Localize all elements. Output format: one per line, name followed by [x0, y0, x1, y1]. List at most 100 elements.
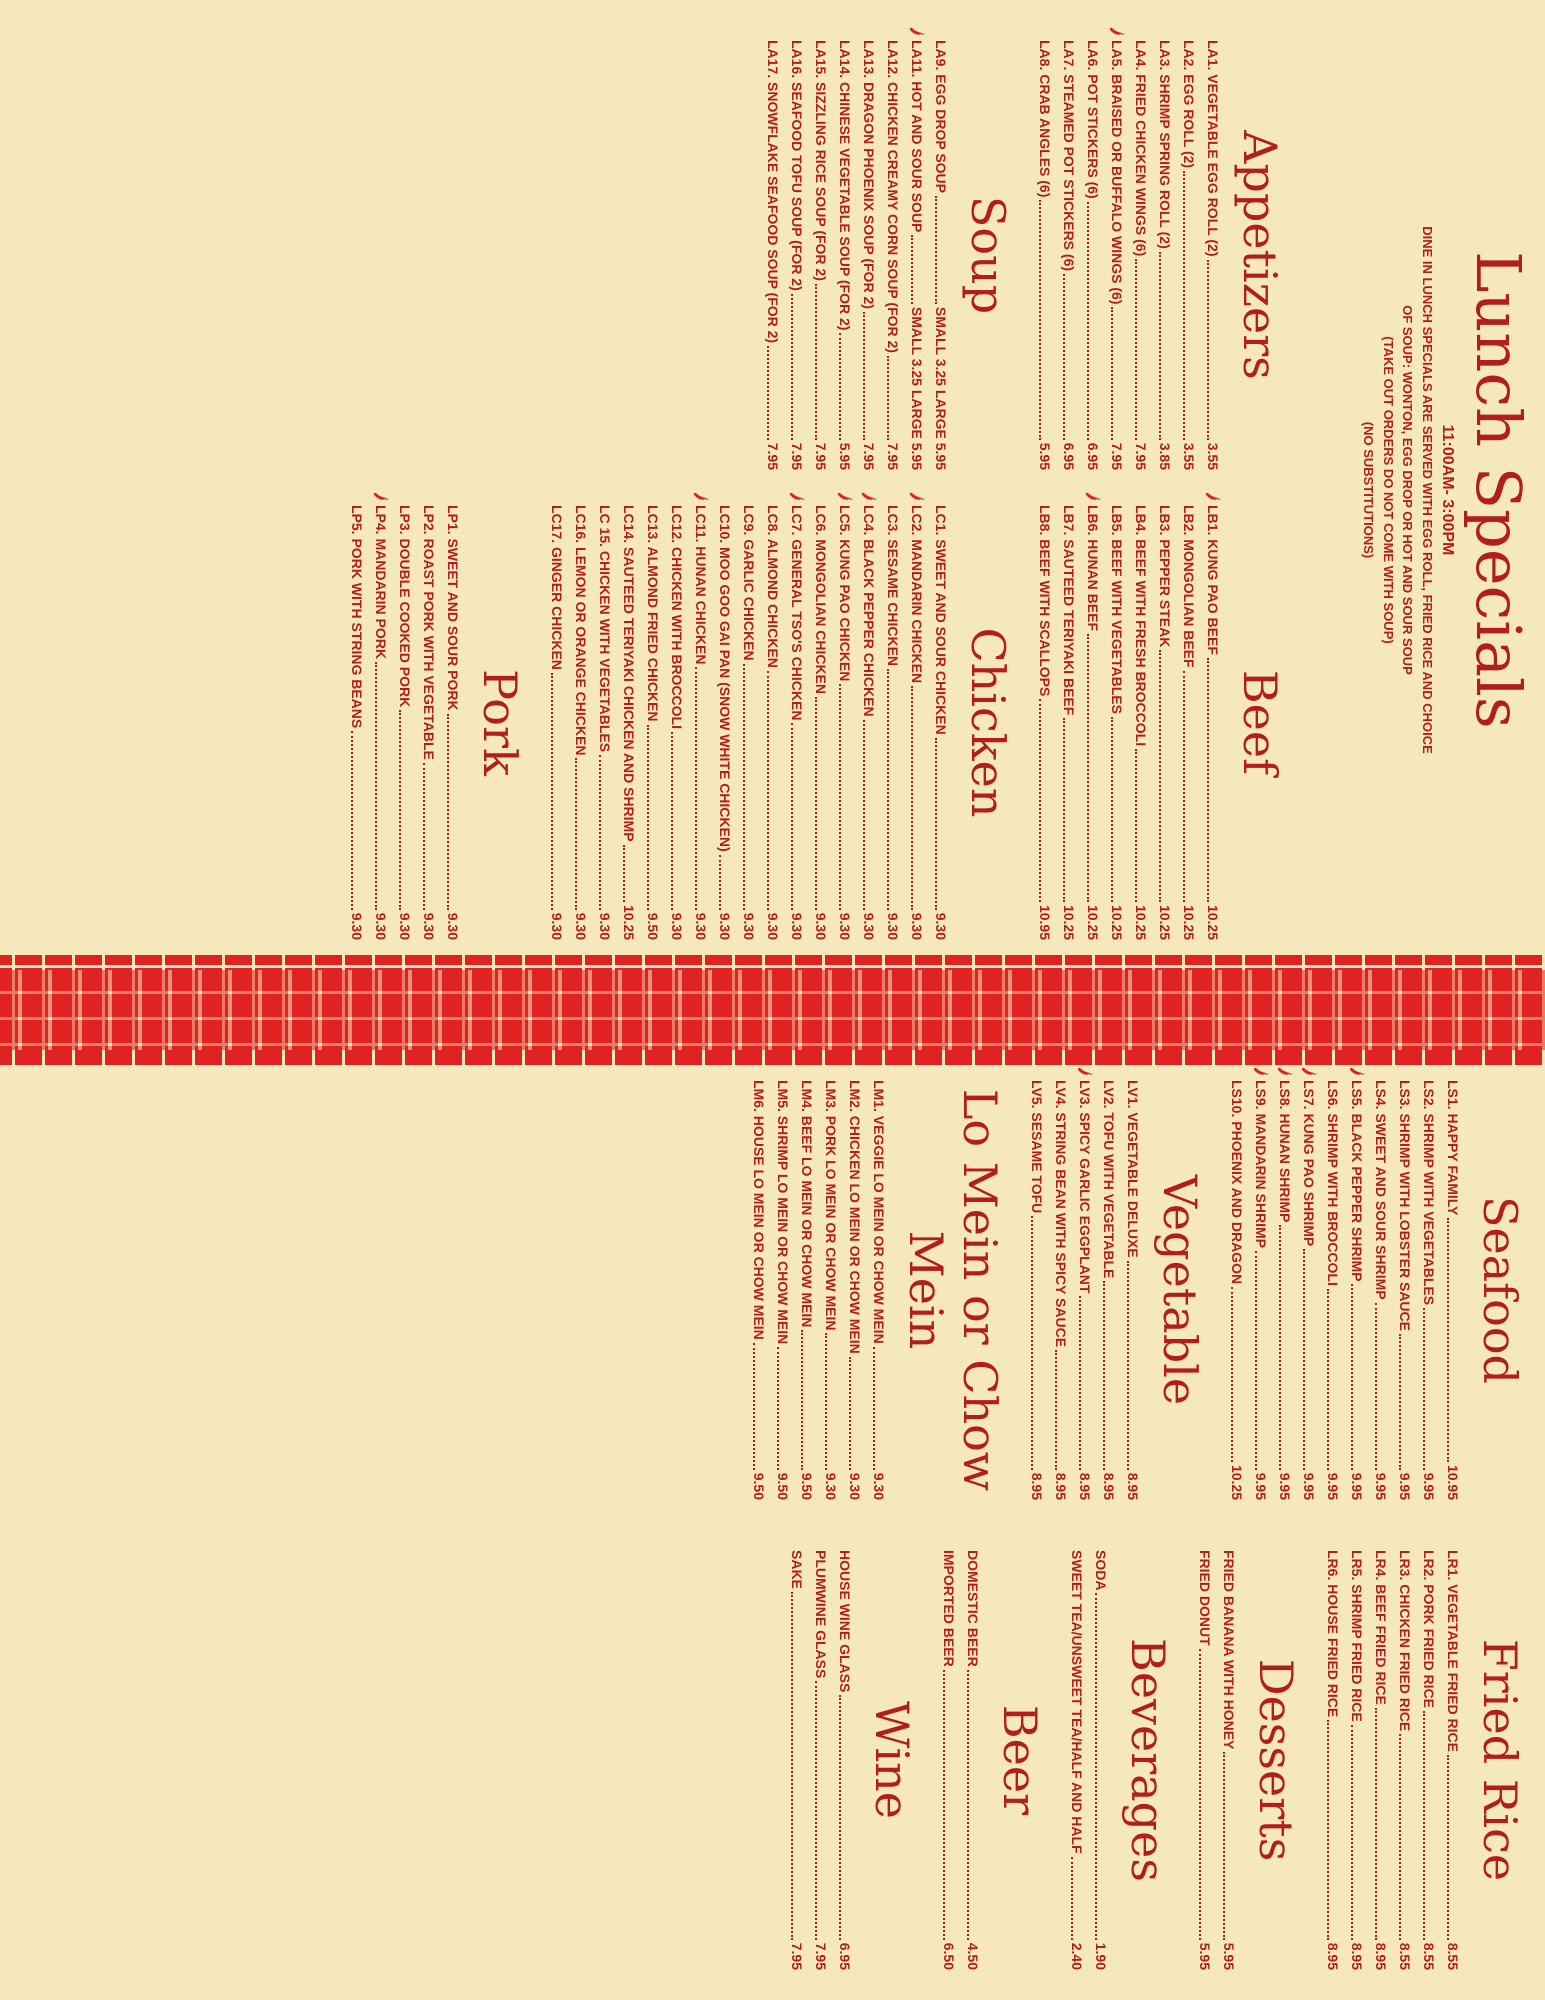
dot-leader	[1095, 1593, 1097, 1940]
dot-leader	[1231, 1287, 1233, 1462]
dot-leader	[1127, 1260, 1129, 1470]
dot-leader	[1423, 1308, 1425, 1470]
item-price: 9.95	[1373, 1472, 1389, 1500]
item-name: LA17. SNOWFLAKE SEAFOOD SOUP (FOR 2)	[765, 40, 781, 344]
item-name: FRIED DONUT	[1197, 1550, 1213, 1646]
dot-leader	[351, 731, 353, 910]
menu-item: LC9. GARLIC CHICKEN 9.30	[737, 505, 761, 940]
item-price: 3.55	[1205, 442, 1221, 470]
desserts-list: FRIED BANANA WITH HONEY 5.95 FRIED DONUT 5.…	[1193, 1550, 1241, 1970]
menu-item: LB4. BEEF WITH FRESH BROCCOLI 10.25	[1129, 505, 1153, 940]
menu-item: LA15. SIZZLING RICE SOUP (FOR 2) 7.95	[809, 40, 833, 470]
item-price: 10.25	[1205, 904, 1221, 940]
item-name: LS7. KUNG PAO SHRIMP	[1301, 1080, 1317, 1247]
dot-leader	[1327, 1288, 1329, 1470]
item-name: LV2. TOFU WITH VEGETABLE	[1101, 1080, 1117, 1279]
menu-item: LC7. GENERAL TSO'S CHICKEN 9.30	[785, 492, 809, 940]
menu-item: LC13. ALMOND FRIED CHICKEN 9.50	[641, 505, 665, 940]
menu-item: FRIED BANANA WITH HONEY 5.95	[1217, 1550, 1241, 1970]
item-price: 3.55	[1181, 442, 1197, 470]
hours: 11:00AM- 3:00PM	[1439, 424, 1456, 556]
item-price: 6.95	[837, 1942, 853, 1970]
menu-item: LB3. PEPPER STEAK 10.25	[1153, 505, 1177, 940]
item-name: LP3. DOUBLE COOKED PORK	[397, 505, 413, 708]
section-title-desserts: Desserts	[1249, 1658, 1303, 1862]
menu-item: LR6. HOUSE FRIED RICE 8.95	[1321, 1550, 1345, 1970]
item-name: LC13. ALMOND FRIED CHICKEN	[645, 505, 661, 722]
item-name: LA7. STEAMED POT STICKERS (6)	[1061, 40, 1077, 272]
item-price: SMALL 3.25 LARGE 5.95	[909, 306, 925, 470]
menu-item: LV3. SPICY GARLIC EGGPLANT 8.95	[1073, 1067, 1097, 1500]
dot-leader	[599, 755, 601, 910]
note-line: OF SOUP: WONTON, EGG DROP OR HOT AND SOU…	[1400, 305, 1416, 675]
item-price: 10.25	[1109, 904, 1125, 940]
item-name: LC2. MANDARIN CHICKEN	[909, 505, 925, 684]
item-price: 5.95	[837, 442, 853, 470]
menu-item: LA13. DRAGON PHOENIX SOUP (FOR 2) 7.95	[857, 40, 881, 470]
item-name: LC17. GINGER CHICKEN	[549, 505, 565, 670]
item-name: LS3. SHRIMP WITH LOBSTER SAUCE	[1397, 1080, 1413, 1331]
item-price: 5.95	[1197, 1942, 1213, 1970]
item-name: IMPORTED BEER	[941, 1550, 957, 1667]
item-price: 10.25	[1229, 1464, 1245, 1500]
right-column-1: Seafood LS1. HAPPY FAMILY 10.95 LS2. SHRIM…	[747, 1067, 1545, 1500]
dot-leader	[575, 758, 577, 910]
menu-item: LS8. HUNAN SHRIMP 9.95	[1273, 1067, 1297, 1500]
item-name: LM5. SHRIMP LO MEIN OR CHOW MEIN	[775, 1080, 791, 1345]
item-name: LC4. BLACK PEPPER CHICKEN	[861, 505, 877, 717]
dot-leader	[1071, 1856, 1073, 1940]
item-name: LC 15. CHICKEN WITH VEGETABLES	[597, 505, 613, 753]
menu-item: LV4. STRING BEAN WITH SPICY SAUCE 8.95	[1049, 1080, 1073, 1500]
menu-item: SWEET TEA/UNSWEET TEA/HALF AND HALF 2.40	[1065, 1550, 1089, 1970]
left-column-2: Beef LB1. KUNG PAO BEEF 10.25 LB2. MONGOLI…	[345, 492, 1305, 940]
menu-item: LC2. MANDARIN CHICKEN 9.30	[905, 492, 929, 940]
menu-item: LC3. SESAME CHICKEN 9.30	[881, 505, 905, 940]
item-name: LM2. CHICKEN LO MEIN OR CHOW MEIN	[847, 1080, 863, 1354]
chicken-list: LC1. SWEET AND SOUR CHICKEN 9.30 LC2. MAND…	[545, 492, 953, 940]
item-name: LB3. PEPPER STEAK	[1157, 505, 1173, 648]
chili-pepper-icon	[373, 492, 389, 500]
menu-item: FRIED DONUT 5.95	[1193, 1550, 1217, 1970]
dot-leader	[849, 1356, 851, 1470]
menu-item: LA17. SNOWFLAKE SEAFOOD SOUP (FOR 2) 7.95	[761, 40, 785, 470]
dot-leader	[1055, 1350, 1057, 1470]
item-name: LR3. CHICKEN FRIED RICE	[1397, 1550, 1413, 1732]
dot-leader	[873, 1346, 875, 1470]
dot-leader	[1111, 716, 1113, 902]
item-name: LM4. BEEF LO MEIN OR CHOW MEIN	[799, 1080, 815, 1328]
chili-pepper-icon	[789, 492, 805, 500]
dot-leader	[1079, 1296, 1081, 1470]
item-price: 8.95	[1349, 1942, 1365, 1970]
dot-leader	[1375, 1707, 1377, 1940]
dot-leader	[1039, 200, 1041, 440]
item-price: 9.30	[597, 912, 613, 940]
item-price: 10.95	[1445, 1464, 1461, 1500]
menu-item: LC17. GINGER CHICKEN 9.30	[545, 505, 569, 940]
dot-leader	[647, 724, 649, 910]
menu-item: LM2. CHICKEN LO MEIN OR CHOW MEIN 9.30	[843, 1080, 867, 1500]
item-name: LB1. KUNG PAO BEEF	[1205, 505, 1221, 655]
menu-item: IMPORTED BEER 6.50	[937, 1550, 961, 1970]
dot-leader	[1135, 259, 1137, 440]
dot-leader	[1303, 1249, 1305, 1470]
dot-leader	[887, 669, 889, 910]
item-price: 8.95	[1125, 1472, 1141, 1500]
item-name: LA5. BRAISED OR BUFFALO WINGS (6)	[1109, 40, 1125, 305]
item-name: LV3. SPICY GARLIC EGGPLANT	[1077, 1080, 1093, 1294]
dot-leader	[1135, 749, 1137, 902]
item-name: LA6. POT STICKERS (6)	[1085, 40, 1101, 199]
item-name: LP5. PORK WITH STRING BEANS	[349, 505, 365, 729]
item-name: LS4. SWEET AND SOUR SHRIMP	[1373, 1080, 1389, 1300]
menu-item: LA14. CHINESE VEGETABLE SOUP (FOR 2) 5.95	[833, 40, 857, 470]
menu-item: LS5. BLACK PEPPER SHRIMP 9.95	[1345, 1067, 1369, 1500]
appetizers-list: LA1. VEGETABLE EGG ROLL (2) 3.55 LA2. EGG …	[1033, 27, 1225, 470]
item-price: 6.95	[1085, 442, 1101, 470]
left-column-1: Appetizers LA1. VEGETABLE EGG ROLL (2) 3.…	[761, 27, 1305, 470]
item-name: LA1. VEGETABLE EGG ROLL (2)	[1205, 40, 1221, 257]
menu-item: LB7. SAUTEED TERIYAKI BEEF 10.25	[1057, 505, 1081, 940]
menu-item: LC10. MOO GOO GAI PAN (SNOW WHITE CHICKE…	[713, 505, 737, 940]
item-name: LS2. SHRIMP WITH VEGETABLES	[1421, 1080, 1437, 1306]
item-price: 7.95	[765, 442, 781, 470]
item-name: LS5. BLACK PEPPER SHRIMP	[1349, 1080, 1365, 1282]
item-price: 8.95	[1101, 1472, 1117, 1500]
